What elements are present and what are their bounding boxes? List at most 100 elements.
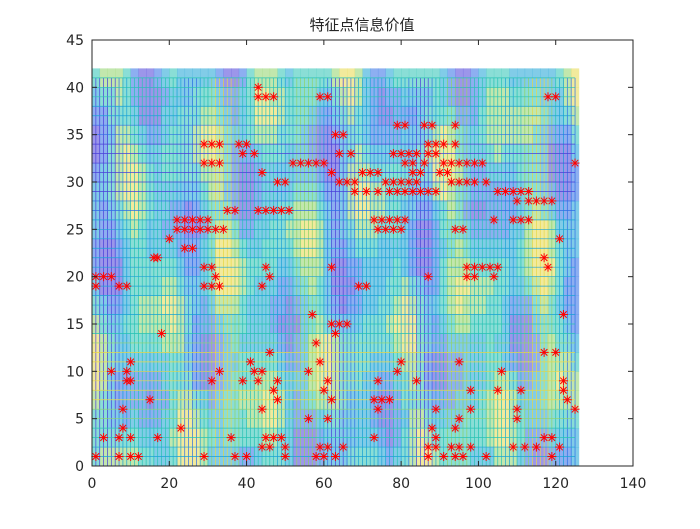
x-tick-label: 100 <box>465 476 492 492</box>
feature-point <box>118 423 128 433</box>
feature-point <box>257 168 267 178</box>
feature-point <box>284 205 294 215</box>
feature-point <box>327 168 337 178</box>
feature-point <box>392 366 402 376</box>
feature-point <box>122 281 132 291</box>
feature-point <box>439 139 449 149</box>
feature-point <box>400 186 410 196</box>
feature-point <box>249 149 259 159</box>
x-tick-label: 0 <box>88 476 97 492</box>
feature-point <box>423 272 433 282</box>
feature-point <box>199 262 209 272</box>
feature-point <box>126 376 136 386</box>
feature-point <box>462 158 472 168</box>
feature-point <box>99 272 109 282</box>
feature-point <box>126 357 136 367</box>
x-tick-label: 80 <box>392 476 410 492</box>
feature-point <box>153 433 163 443</box>
feature-point <box>450 452 460 462</box>
feature-point <box>493 186 503 196</box>
x-tick-label: 20 <box>160 476 178 492</box>
feature-point <box>454 177 464 187</box>
feature-point <box>512 404 522 414</box>
feature-point <box>114 452 124 462</box>
feature-point <box>315 442 325 452</box>
feature-point <box>547 433 557 443</box>
feature-point <box>330 328 340 338</box>
feature-point <box>427 423 437 433</box>
y-tick-label: 0 <box>75 459 84 475</box>
feature-point <box>400 215 410 225</box>
feature-point <box>218 224 228 234</box>
feature-point <box>539 196 549 206</box>
feature-point <box>350 177 360 187</box>
x-tick-label: 140 <box>620 476 647 492</box>
feature-point <box>327 262 337 272</box>
feature-point <box>280 442 290 452</box>
feature-point <box>412 177 422 187</box>
feature-point <box>450 423 460 433</box>
feature-point <box>543 262 553 272</box>
feature-point <box>454 414 464 424</box>
feature-point <box>269 433 279 443</box>
feature-point <box>257 281 267 291</box>
axes-box <box>91 39 634 467</box>
feature-point <box>531 196 541 206</box>
feature-point <box>265 442 275 452</box>
feature-point <box>497 366 507 376</box>
feature-point <box>562 395 572 405</box>
feature-point <box>199 139 209 149</box>
feature-point <box>153 253 163 263</box>
feature-point <box>462 262 472 272</box>
feature-point <box>311 158 321 168</box>
feature-point <box>319 385 329 395</box>
feature-point <box>381 224 391 234</box>
feature-point <box>419 158 429 168</box>
feature-point <box>392 215 402 225</box>
feature-point <box>458 452 468 462</box>
feature-point <box>381 177 391 187</box>
feature-point <box>311 452 321 462</box>
feature-point <box>365 168 375 178</box>
feature-point <box>207 281 217 291</box>
feature-point <box>272 177 282 187</box>
feature-point <box>508 186 518 196</box>
feature-point <box>454 442 464 452</box>
feature-point <box>114 433 124 443</box>
feature-point <box>385 186 395 196</box>
feature-point <box>404 177 414 187</box>
feature-point <box>477 158 487 168</box>
feature-point <box>334 319 344 329</box>
x-tick-label: 60 <box>315 476 333 492</box>
feature-point <box>203 215 213 225</box>
feature-point <box>230 205 240 215</box>
feature-point <box>446 177 456 187</box>
feature-point <box>187 243 197 253</box>
feature-point <box>303 158 313 168</box>
feature-point <box>265 272 275 282</box>
feature-point <box>408 186 418 196</box>
feature-point <box>195 224 205 234</box>
y-tick-label: 45 <box>66 33 84 49</box>
feature-point <box>126 452 136 462</box>
feature-point <box>450 120 460 130</box>
feature-point <box>303 414 313 424</box>
feature-point <box>558 376 568 386</box>
feature-point <box>257 404 267 414</box>
feature-point <box>431 433 441 443</box>
feature-point <box>91 452 101 462</box>
feature-point <box>369 395 379 405</box>
feature-point <box>253 92 263 102</box>
feature-point <box>319 452 329 462</box>
feature-point <box>427 120 437 130</box>
feature-point <box>276 433 286 443</box>
y-tick-label: 5 <box>75 412 84 428</box>
feature-point <box>323 92 333 102</box>
feature-point <box>392 186 402 196</box>
feature-point <box>516 215 526 225</box>
feature-point <box>470 262 480 272</box>
feature-point <box>245 357 255 367</box>
feature-point <box>215 366 225 376</box>
feature-point <box>272 395 282 405</box>
feature-point <box>377 395 387 405</box>
